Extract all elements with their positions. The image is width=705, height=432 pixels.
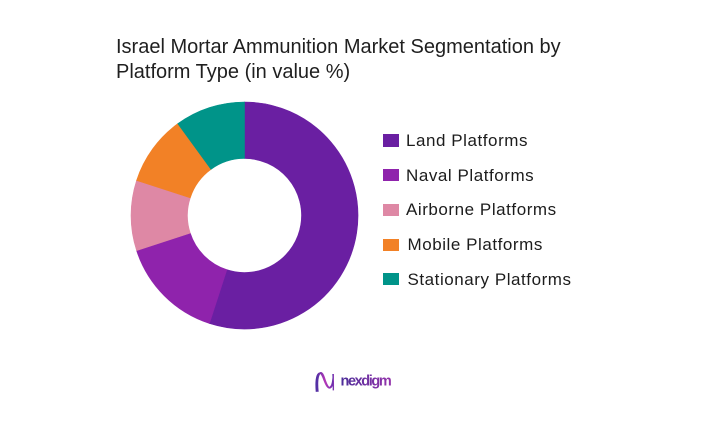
svg-text:nexdigm: nexdigm [341,374,391,390]
